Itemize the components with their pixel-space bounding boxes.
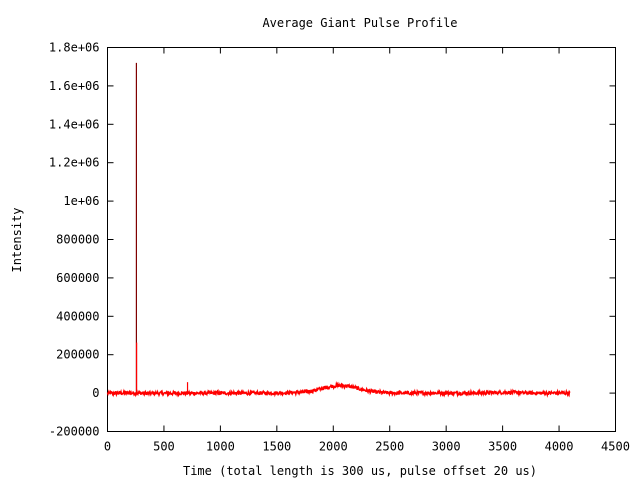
chart-title: Average Giant Pulse Profile <box>262 16 457 30</box>
y-tick-label: 1.8e+06 <box>49 41 100 55</box>
x-tick-label: 3000 <box>432 440 461 454</box>
y-tick-label: 0 <box>92 386 99 400</box>
y-tick-label: 1.6e+06 <box>49 79 100 93</box>
plot-frame <box>107 47 616 432</box>
y-axis-label: Intensity <box>10 207 24 272</box>
y-tick-label: 200000 <box>56 348 99 362</box>
x-tick-label: 4500 <box>601 440 630 454</box>
x-axis-label: Time (total length is 300 us, pulse offs… <box>183 464 537 478</box>
x-tick-label: 2500 <box>375 440 404 454</box>
series-line <box>106 381 571 398</box>
x-tick-label: 500 <box>153 440 175 454</box>
y-tick-label: 600000 <box>56 271 99 285</box>
x-tick-label: 0 <box>104 440 111 454</box>
x-tick-label: 3500 <box>488 440 517 454</box>
y-tick-label: 1e+06 <box>63 194 99 208</box>
y-tick-label: 1.2e+06 <box>49 156 100 170</box>
x-tick-label: 1500 <box>262 440 291 454</box>
x-tick-label: 2000 <box>319 440 348 454</box>
x-tick-label: 1000 <box>206 440 235 454</box>
y-tick-label: 400000 <box>56 309 99 323</box>
x-tick-label: 4000 <box>545 440 574 454</box>
y-tick-label: 800000 <box>56 233 99 247</box>
y-tick-label: -200000 <box>49 425 100 439</box>
y-tick-label: 1.4e+06 <box>49 117 100 131</box>
